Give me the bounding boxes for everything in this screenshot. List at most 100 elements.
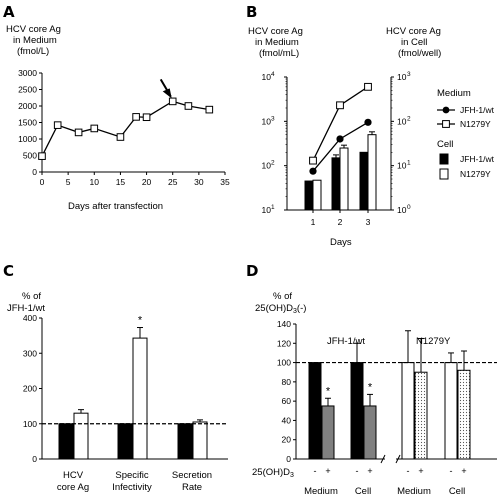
panel-c-bar-jfh1 xyxy=(177,423,193,460)
panel-a-ytick-label: 2000 xyxy=(18,101,37,111)
panel-b-right-tick-label: 10 xyxy=(397,72,407,82)
panel-d-treatment-symbol: - xyxy=(407,466,410,476)
panel-a-ylabel-1: HCV core Ag xyxy=(6,24,61,35)
panel-b-legend-label-n1279y: N1279Y xyxy=(460,119,491,129)
panel-b-legend-bar-jfh1 xyxy=(439,153,449,165)
panel-c-ylabel-1: % of xyxy=(22,291,41,302)
panel-b-bar-jfh1 xyxy=(331,157,341,211)
panel-d-treatment-symbol: + xyxy=(418,466,423,476)
panel-b-left-tick-exp: 2 xyxy=(271,160,275,167)
panel-d-treatment-symbol: + xyxy=(325,466,330,476)
panel-d-bar xyxy=(308,362,322,460)
panel-a-xtick-label: 25 xyxy=(168,177,178,187)
panel-d-treatment-symbol: + xyxy=(367,466,372,476)
panel-a-point xyxy=(116,133,125,141)
panel-d-bar xyxy=(363,405,377,460)
panel-d-category-label: Medium xyxy=(304,486,338,497)
panel-label-a: A xyxy=(3,3,15,21)
panel-a-point xyxy=(90,124,99,133)
panel-a-ytick-label: 1500 xyxy=(18,118,37,128)
panel-b-xtick-label: 3 xyxy=(366,217,371,227)
panel-c-bar-n1279y xyxy=(192,421,208,460)
panel-label-b: B xyxy=(246,3,257,21)
panel-a-ytick-label: 1000 xyxy=(18,134,37,144)
panel-d-axis-break-1 xyxy=(380,454,386,464)
panel-d-treatment-symbol: - xyxy=(450,466,453,476)
panel-d-ytick-label: 120 xyxy=(277,338,291,348)
panel-d-category-label: Cell xyxy=(449,486,465,497)
panel-b-ylabel-right-2: in Cell xyxy=(401,37,427,48)
panel-b-ylabel-left-2: in Medium xyxy=(255,37,299,48)
panel-c-bar-jfh1 xyxy=(117,423,133,460)
panel-c-bar-jfh1 xyxy=(58,423,74,460)
panel-b-left-tick-label: 10 xyxy=(262,116,272,126)
panel-c-group-label: HCV xyxy=(63,470,84,481)
panel-d-category-label: Cell xyxy=(355,486,371,497)
panel-d-bar xyxy=(321,405,335,460)
panel-b-right-tick-exp: 1 xyxy=(407,160,411,167)
panel-d-bar xyxy=(457,369,471,460)
panel-d-axis-break-2 xyxy=(395,454,401,464)
panel-d-ytick-label: 140 xyxy=(277,319,291,329)
panel-a-point xyxy=(53,121,62,129)
panel-b-bar-n1279y xyxy=(312,179,322,211)
panel-b-left-tick-exp: 1 xyxy=(271,204,275,211)
panel-b-left-tick-label: 10 xyxy=(262,205,272,215)
panel-d-treatment-symbol: + xyxy=(461,466,466,476)
panel-c-group-label: core Ag xyxy=(57,482,89,493)
panel-c-group-label: Specific xyxy=(115,470,149,481)
panel-b-legend-bar-label-n1279y: N1279Y xyxy=(460,169,491,179)
panel-b-legend-marker-jfh1 xyxy=(442,106,450,114)
panel-b-point-jfh1 xyxy=(309,167,317,175)
panel-b-ylabel-left-1: HCV core Ag xyxy=(248,26,303,37)
panel-b-bar-n1279y xyxy=(367,134,377,211)
panel-b-right-tick-exp: 0 xyxy=(407,204,411,211)
panel-d-ytick-label: 0 xyxy=(286,454,291,464)
panel-d-bar xyxy=(414,371,428,460)
panel-b-left-tick-label: 10 xyxy=(262,161,272,171)
panel-b-right-tick-label: 10 xyxy=(397,116,407,126)
panel-c-ytick-label: 400 xyxy=(23,313,37,323)
panel-a-point xyxy=(184,102,193,110)
panel-b-legend-bar-n1279y xyxy=(439,168,449,180)
panel-b-left-tick-label: 10 xyxy=(262,72,272,82)
panel-b-point-n1279y xyxy=(336,101,344,110)
panel-c-group-label: Rate xyxy=(182,482,202,493)
panel-b-bar-n1279y xyxy=(339,147,349,211)
panel-c-ytick-label: 200 xyxy=(23,384,37,394)
panel-a-xtick-label: 30 xyxy=(194,177,204,187)
panel-b-xtick-label: 1 xyxy=(311,217,316,227)
panel-a-xtick-label: 20 xyxy=(142,177,152,187)
panel-c-ytick-label: 0 xyxy=(32,454,37,464)
panel-d-treatment-symbol: - xyxy=(356,466,359,476)
panel-a-xtick-label: 10 xyxy=(90,177,100,187)
panel-c-ylabel-2: JFH-1/wt xyxy=(7,303,45,314)
panel-a-ylabel-2: in Medium xyxy=(13,35,57,46)
panel-a-ylabel-3: (fmol/L) xyxy=(17,46,49,57)
panel-d-bar xyxy=(350,362,364,460)
panel-a-point xyxy=(132,113,140,121)
panel-d-group-title-2: N1279Y xyxy=(416,336,451,347)
panel-b-xtick-label: 2 xyxy=(338,217,343,227)
panel-d-treatment-label: 25(OH)D3 xyxy=(252,467,294,479)
panel-b-legend-bar-label-jfh1: JFH-1/wt xyxy=(460,154,495,164)
panel-label-d: D xyxy=(246,262,258,280)
panel-a-arrow-head xyxy=(162,88,172,99)
panel-d-group-title-1: JFH-1/wt xyxy=(327,336,365,347)
panel-b-bar-jfh1 xyxy=(304,180,314,211)
panel-d-ytick-label: 40 xyxy=(282,415,292,425)
panel-d-ytick-label: 100 xyxy=(277,358,291,368)
panel-d-category-label: Medium xyxy=(397,486,431,497)
panel-a-point xyxy=(205,105,214,114)
panel-a-point xyxy=(38,152,46,160)
panel-a-ytick-label: 3000 xyxy=(18,68,37,78)
panel-d-significance: * xyxy=(368,381,373,393)
panel-d-ytick-label: 80 xyxy=(282,377,292,387)
panel-a-xlabel: Days after transfection xyxy=(68,201,163,212)
panel-b-right-tick-label: 10 xyxy=(397,161,407,171)
panel-b-right-tick-exp: 3 xyxy=(407,71,411,78)
panel-a-ytick-label: 2500 xyxy=(18,85,37,95)
